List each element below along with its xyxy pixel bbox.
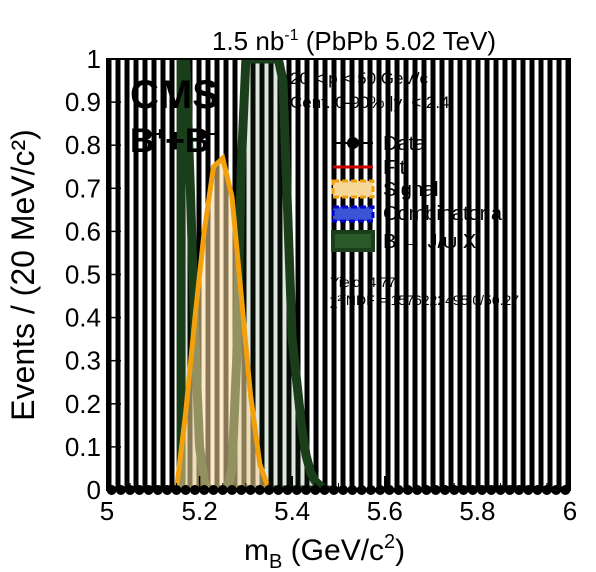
x-tick-label: 5.8 [459,496,495,526]
x-tick-label: 5.4 [274,496,310,526]
x-tick-label: 5 [100,496,114,526]
y-tick-label: 0.7 [65,173,101,203]
y-axis-title: Events / (20 MeV/c²) [5,129,41,421]
pt-range-label: 20 < p < 50 GeV/c [290,69,428,88]
experiment-label: CMS [130,73,219,117]
y-tick-label: 0.1 [65,432,101,462]
y-tick-label: 1 [87,44,101,74]
svg-text:B → J/ψ X: B → J/ψ X [383,231,476,253]
y-tick-label: 0.4 [65,303,101,333]
y-tick-label: 0.9 [65,87,101,117]
y-tick-label: 0 [87,475,101,505]
legend-item-signal: Signal [333,179,439,201]
y-tick-label: 0.8 [65,130,101,160]
channel-label: B++B− [130,122,220,160]
y-tick-label: 0.5 [65,260,101,290]
luminosity-label: 1.5 nb-1 (PbPb 5.02 TeV) [212,26,496,56]
y-tick-label: 0.6 [65,216,101,246]
svg-text:Combinatorial: Combinatorial [383,203,506,225]
svg-text:Signal: Signal [383,179,439,201]
svg-text:Data: Data [383,133,426,155]
y-tick-label: 0.2 [65,389,101,419]
x-axis-title: mB (GeV/c2) [244,531,405,572]
x-tick-label: 6 [563,496,577,526]
legend-item-jpsix: B → J/ψ X [333,231,476,253]
x-tick-label: 5.6 [367,496,403,526]
x-tick-label: 5.2 [182,496,218,526]
centrality-label: Cent. 0-90% |y| < 2.4 [290,93,450,112]
svg-text:Fit: Fit [383,157,406,179]
yield-label: Yield: 4.77 [330,274,396,290]
y-axis: 0 0.1 0.2 0.3 0.4 0.5 0.6 0.7 0.8 0.9 1 [65,44,121,505]
chi2-label: χ²/NDF = 1576222495.0/50.27 [330,292,519,308]
y-tick-label: 0.3 [65,346,101,376]
